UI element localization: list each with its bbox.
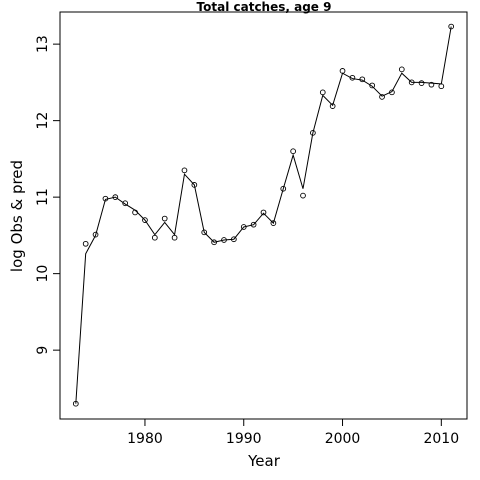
observed-point — [240, 224, 247, 230]
x-tick-label: 2000 — [325, 431, 361, 447]
observed-point — [300, 192, 306, 199]
observed-point — [369, 82, 376, 89]
observed-point — [122, 200, 129, 207]
y-tick-label: 10 — [35, 265, 51, 283]
x-axis: 1980 1990 2000 2010 — [127, 419, 459, 447]
series-layer — [72, 23, 455, 407]
y-axis: 9 10 11 12 13 — [35, 35, 60, 355]
y-tick-label: 12 — [35, 112, 51, 130]
x-tick-label: 2010 — [423, 431, 459, 447]
predicted-line — [75, 26, 452, 404]
x-axis-label: Year — [247, 452, 281, 470]
observed-point — [181, 167, 188, 174]
observed-point — [280, 185, 287, 192]
chart-title: Total catches, age 9 — [197, 0, 332, 14]
observed-point — [270, 220, 277, 227]
observed-point — [398, 66, 405, 73]
y-tick-label: 11 — [35, 188, 51, 206]
observed-point — [250, 221, 257, 228]
observed-point — [418, 80, 425, 87]
plot-frame — [59, 11, 468, 420]
observed-point — [142, 217, 148, 223]
observed-point — [112, 194, 119, 200]
observed-point — [92, 231, 99, 238]
x-tick-label: 1990 — [226, 431, 262, 447]
x-tick-label: 1980 — [127, 431, 163, 447]
y-tick-label: 9 — [35, 346, 51, 355]
observed-point — [211, 239, 217, 246]
observed-point — [82, 240, 89, 247]
y-axis-label: log Obs & pred — [8, 160, 26, 272]
y-tick-label: 13 — [35, 35, 51, 53]
observed-point — [260, 209, 267, 216]
observed-point — [161, 215, 168, 222]
observed-point — [428, 81, 435, 88]
observed-point — [379, 94, 385, 100]
